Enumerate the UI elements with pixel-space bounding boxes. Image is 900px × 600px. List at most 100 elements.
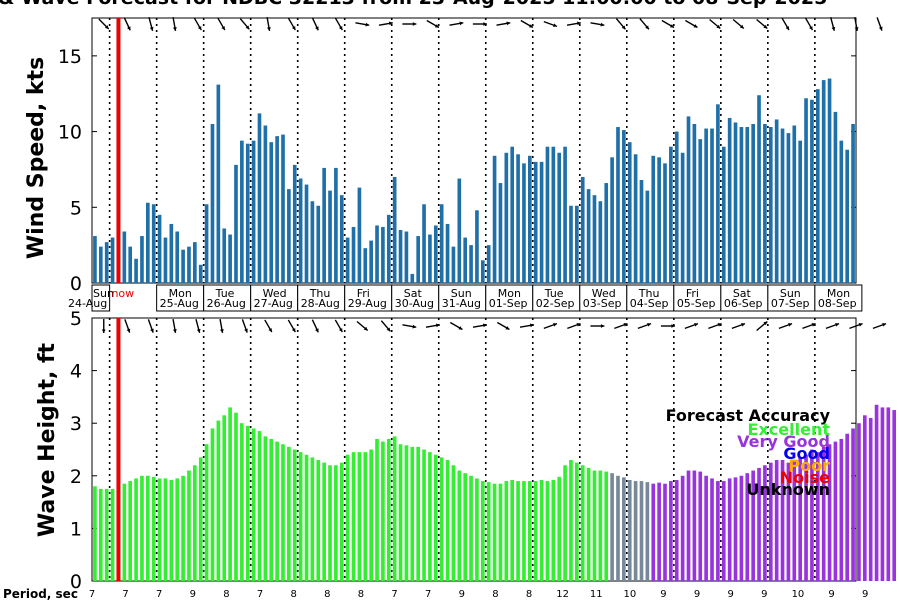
legend-item: Excellent: [748, 420, 831, 439]
wave-bar: [674, 480, 679, 581]
wind-bar: [563, 146, 567, 283]
period-value: 8: [492, 589, 498, 600]
direction-arrow-icon: [402, 324, 417, 329]
wave-bar: [580, 465, 585, 581]
wind-bar: [210, 124, 215, 283]
wind-bar: [369, 240, 373, 283]
period-value: 11: [590, 589, 603, 600]
wind-bar: [334, 167, 338, 283]
wind-bar: [492, 155, 497, 283]
direction-arrow-icon: [660, 324, 675, 328]
direction-arrow-icon: [590, 324, 605, 328]
wind-bar: [721, 146, 726, 283]
wave-bar: [710, 478, 714, 581]
arrow-head: [858, 323, 863, 327]
period-value: 7: [89, 589, 95, 600]
wind-bar: [422, 204, 426, 283]
wind-bar: [392, 177, 397, 283]
plot-frame: [91, 17, 857, 284]
direction-arrow-icon: [520, 19, 534, 29]
wave-bar: [727, 478, 732, 581]
period-value: 9: [761, 589, 767, 600]
wind-bar: [498, 183, 503, 283]
direction-arrow-icon: [172, 16, 177, 32]
wave-bar: [575, 462, 579, 581]
day-name: Mon: [827, 287, 850, 300]
wind-bar: [827, 78, 832, 283]
wave-bar: [181, 475, 185, 581]
wave-bar: [369, 449, 373, 581]
direction-arrow-icon: [402, 22, 417, 26]
arrow-head: [412, 324, 417, 329]
y-tick-label: 1: [70, 518, 82, 540]
wind-bar: [204, 204, 209, 283]
wave-bar: [398, 444, 403, 581]
wave-bar: [551, 480, 556, 581]
day-name: Sun: [780, 287, 801, 300]
day-box: [297, 284, 346, 312]
period-value: 10: [792, 589, 805, 600]
wind-bar: [157, 214, 162, 283]
wind-bar: [763, 124, 767, 283]
wave-bar: [204, 444, 209, 581]
wave-bar: [428, 452, 432, 581]
arrow-head: [835, 323, 840, 327]
wind-bar: [475, 210, 479, 283]
wind-bar: [445, 223, 450, 283]
wind-bar: [146, 202, 150, 283]
period-value: 9: [660, 589, 666, 600]
wave-bar: [827, 444, 832, 581]
wave-bar: [140, 475, 144, 581]
direction-arrow-icon: [781, 17, 790, 31]
day-box: [485, 284, 534, 312]
day-date: 31-Aug: [442, 297, 481, 310]
wind-bar: [604, 183, 609, 283]
wind-bar: [745, 127, 750, 284]
direction-arrow-icon: [872, 322, 887, 330]
y-tick-label: 3: [70, 413, 82, 435]
wind-bar: [363, 248, 368, 283]
wind-bar: [569, 205, 573, 283]
day-label-strip: Sun24-AugMon25-AugTue26-AugWed27-AugThu2…: [68, 284, 863, 312]
wind-bar: [580, 177, 585, 283]
arrow-head: [763, 24, 768, 29]
wave-bar: [187, 470, 191, 581]
wind-bar: [281, 134, 285, 283]
wave-bar: [245, 425, 250, 581]
direction-arrow-icon: [709, 18, 721, 30]
direction-arrow-icon: [449, 321, 463, 331]
period-value: 7: [257, 589, 263, 600]
day-date: 03-Sep: [583, 297, 622, 310]
day-date: 01-Sep: [489, 297, 528, 310]
wave-bar: [480, 481, 485, 581]
day-box: [156, 284, 205, 312]
arrow-head: [647, 323, 652, 327]
wave-bar: [733, 477, 738, 581]
direction-arrow-icon: [708, 322, 722, 330]
wave-bar: [257, 431, 262, 581]
period-value: 8: [223, 589, 229, 600]
wave-bar: [716, 481, 720, 581]
day-name: Wed: [263, 287, 287, 300]
arrow-head: [809, 26, 813, 31]
direction-arrow-icon: [543, 20, 558, 28]
period-value: 9: [862, 589, 868, 600]
wave-bar: [275, 441, 279, 581]
wave-bar: [545, 481, 550, 581]
wind-bar: [328, 190, 332, 283]
wave-bar: [610, 473, 614, 581]
y-tick-label: 0: [70, 571, 82, 593]
period-value: 8: [291, 589, 297, 600]
now-label: now: [111, 287, 134, 300]
wind-bar: [539, 161, 544, 283]
wave-bar: [692, 470, 697, 581]
day-box: [814, 284, 863, 312]
wave-bar: [598, 470, 603, 581]
direction-arrow-icon: [124, 319, 131, 333]
wind-bar: [181, 249, 185, 283]
day-name: Fri: [357, 287, 370, 300]
wind-bar: [680, 152, 685, 283]
wave-bar: [222, 415, 227, 581]
